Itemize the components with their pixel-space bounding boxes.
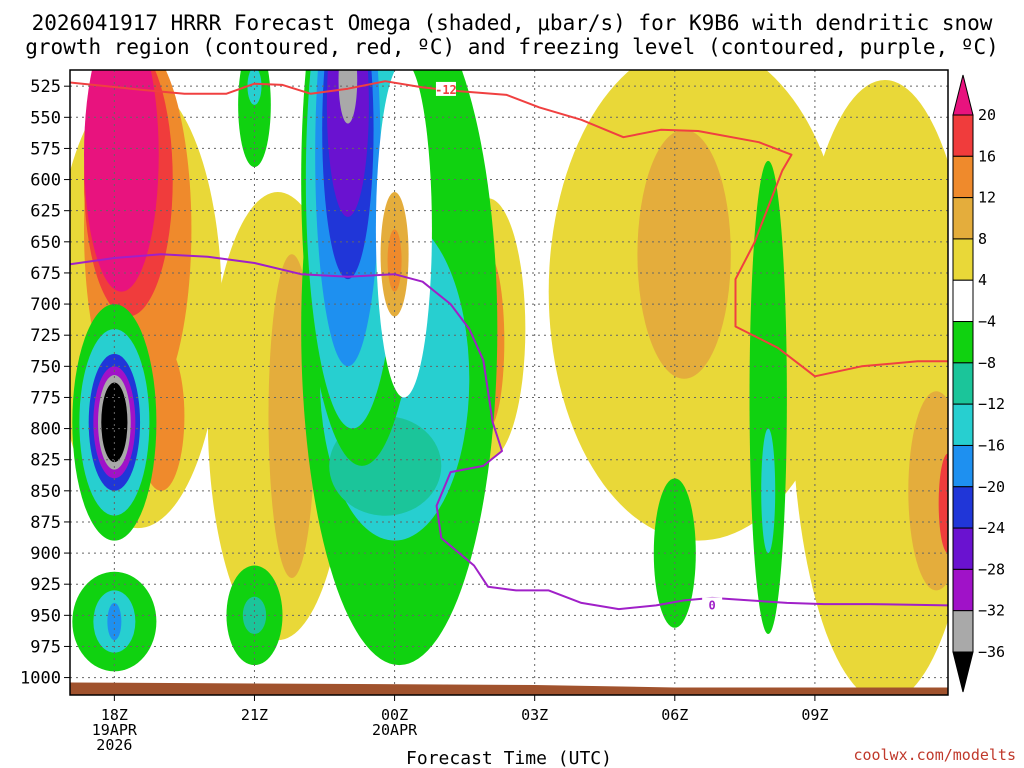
colorbar-arrow-top xyxy=(952,74,974,116)
omega-neg-08z-teal xyxy=(761,428,776,554)
colorbar-segment xyxy=(952,279,974,323)
colorbar-segment xyxy=(952,114,974,157)
colorbar-label: −4 xyxy=(978,313,996,331)
x-tick-label: 18Z xyxy=(101,706,128,724)
colorbar-label: −24 xyxy=(978,519,1005,537)
dendritic-growth-minus12-label-bg xyxy=(435,81,456,96)
colorbar-label: −16 xyxy=(978,436,1005,454)
colorbar-segment xyxy=(952,527,974,570)
colorbar-segment xyxy=(952,362,974,405)
colorbar-label: −12 xyxy=(978,395,1005,413)
colorbar-label: 12 xyxy=(978,189,996,207)
y-tick-label: 775 xyxy=(30,388,61,408)
y-tick-label: 625 xyxy=(30,202,61,222)
y-tick-label: 925 xyxy=(30,575,61,595)
freezing-level-0-label-bg xyxy=(702,597,723,612)
colorbar-label: 20 xyxy=(978,106,996,124)
x-tick-label: 06Z xyxy=(661,706,688,724)
plot-area: -12 0 xyxy=(70,70,948,695)
colorbar-segment xyxy=(952,155,974,199)
omega-neg-core-gray xyxy=(338,70,358,124)
chart-title-line-2: growth region (contoured, red, ºC) and f… xyxy=(25,35,999,59)
omega-neg-top-teal xyxy=(247,70,262,105)
y-tick-label: 900 xyxy=(30,544,61,564)
omega-neg-06z-green xyxy=(653,478,696,628)
colorbar-label: 8 xyxy=(978,230,987,248)
x-tick-label: 2026 xyxy=(96,736,132,754)
colorbar-label: −36 xyxy=(978,643,1005,661)
terrain-ground xyxy=(70,682,948,695)
y-tick-label: 725 xyxy=(30,326,61,346)
colorbar-segment xyxy=(952,610,974,653)
omega-neg-early-black xyxy=(101,382,128,463)
colorbar-segment xyxy=(952,444,974,488)
omega-pos-right-red xyxy=(938,453,948,554)
y-tick-label: 800 xyxy=(30,420,61,440)
dendritic-growth-minus12-line xyxy=(70,80,948,378)
terrain-layer xyxy=(70,682,948,695)
x-tick-label: 20APR xyxy=(372,721,418,739)
gridlines xyxy=(70,70,948,695)
y-tick-label: 850 xyxy=(30,482,61,502)
y-tick-label: 875 xyxy=(30,513,61,533)
omega-neg-core-violet xyxy=(326,70,369,217)
omega-neg-low-blue xyxy=(107,602,122,641)
y-tick-label: 525 xyxy=(30,77,61,97)
x-tick-label: 19APR xyxy=(92,721,138,739)
y-tick-label: 600 xyxy=(30,171,61,191)
omega-neg-21z-teal xyxy=(242,596,267,634)
contour-layer: -12 0 xyxy=(70,80,948,612)
colorbar-segment xyxy=(952,238,974,281)
colorbar-label: −8 xyxy=(978,354,996,372)
y-tick-label: 1000 xyxy=(20,669,61,689)
omega-shading-layer xyxy=(70,70,948,695)
y-tick-label: 750 xyxy=(30,357,61,377)
x-tick-label: 21Z xyxy=(241,706,268,724)
plot-frame xyxy=(69,69,949,696)
x-tick-label: 03Z xyxy=(521,706,548,724)
colorbar-segment xyxy=(952,197,974,240)
x-tick-label: 09Z xyxy=(801,706,828,724)
colorbar-segment xyxy=(952,403,974,446)
colorbar-label: 16 xyxy=(978,147,996,165)
dendritic-growth-minus12-label: -12 xyxy=(435,83,457,97)
omega-pos-late-orange xyxy=(637,129,731,379)
y-tick-label: 700 xyxy=(30,295,61,315)
y-tick-label: 550 xyxy=(30,108,61,128)
omega-pos-right-yellow xyxy=(791,80,948,695)
y-tick-label: 825 xyxy=(30,451,61,471)
chart-title-line-1: 2026041917 HRRR Forecast Omega (shaded, … xyxy=(32,11,993,35)
freezing-level-0-label: 0 xyxy=(709,598,716,612)
omega-neg-08z-green xyxy=(749,160,787,634)
omega-pos-early-magenta xyxy=(84,70,159,292)
y-tick-label: 950 xyxy=(30,606,61,626)
colorbar-label: −20 xyxy=(978,478,1005,496)
colorbar-label: 4 xyxy=(978,271,987,289)
y-axis-ticks: 525 550 575 600 625 650 675 700 725 750 775 800 825 8… xyxy=(20,77,70,689)
y-tick-label: 975 xyxy=(30,637,61,657)
x-axis-title: Forecast Time (UTC) xyxy=(406,748,612,768)
x-tick-label: 00Z xyxy=(381,706,408,724)
colorbar-segment xyxy=(952,486,974,529)
colorbar-segment xyxy=(952,568,974,612)
y-tick-label: 675 xyxy=(30,264,61,284)
colorbar: 20 16 12 8 4 −4 −8 −12 −16 −20 −24 −28 −32 −36 xyxy=(952,74,1005,693)
colorbar-segment xyxy=(952,321,974,364)
colorbar-label: −32 xyxy=(978,602,1005,620)
colorbar-arrow-bottom xyxy=(952,651,974,693)
colorbar-label: −28 xyxy=(978,560,1005,578)
y-tick-label: 650 xyxy=(30,233,61,253)
y-tick-label: 575 xyxy=(30,139,61,159)
credit-text: coolwx.com/modelts xyxy=(853,746,1016,764)
